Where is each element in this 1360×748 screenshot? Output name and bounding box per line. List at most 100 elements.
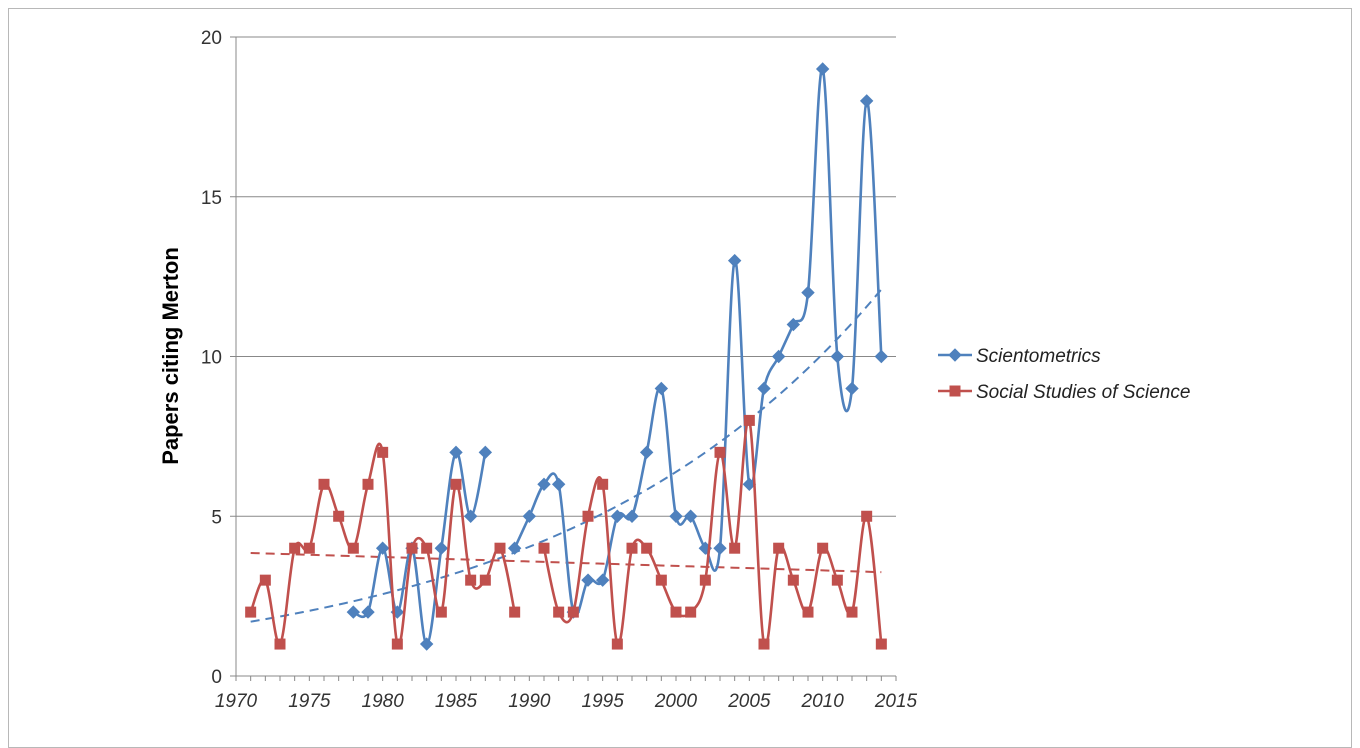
legend-marker xyxy=(948,348,962,362)
social-studies-of-science-point xyxy=(729,542,741,554)
scientometrics-line xyxy=(352,451,487,646)
scientometrics-point xyxy=(537,477,551,492)
social-studies-of-science-series xyxy=(245,414,887,650)
scientometrics-point xyxy=(830,349,845,364)
social-studies-of-science-point xyxy=(347,542,359,554)
scientometrics-point xyxy=(786,317,801,332)
social-studies-of-science-point xyxy=(450,478,462,490)
scientometrics-point xyxy=(859,94,874,108)
scientometrics-point xyxy=(434,541,449,555)
social-studies-of-science-point xyxy=(406,542,418,554)
scientometrics-point xyxy=(478,445,493,460)
scientometrics-point xyxy=(713,541,727,555)
social-studies-of-science-point xyxy=(817,542,829,554)
legend-item-scientometrics: Scientometrics xyxy=(938,346,1101,367)
scientometrics-point xyxy=(874,349,889,364)
x-tick-label: 2015 xyxy=(874,691,918,712)
social-studies-of-science-point xyxy=(421,542,433,554)
scientometrics-point xyxy=(346,605,361,619)
scientometrics-point xyxy=(522,509,537,523)
social-studies-of-science-point xyxy=(655,574,667,586)
scientometrics-point xyxy=(815,62,830,76)
scientometrics-trendline xyxy=(250,288,883,623)
social-studies-of-science-point xyxy=(479,574,491,586)
social-studies-of-science-point xyxy=(303,542,315,554)
social-studies-of-science-point xyxy=(567,606,579,618)
social-studies-of-science-point xyxy=(289,542,301,554)
x-tick-label: 1980 xyxy=(362,691,405,712)
social-studies-of-science-point xyxy=(802,606,814,618)
social-studies-of-science-point xyxy=(875,638,887,650)
social-studies-of-science-point xyxy=(465,574,477,586)
social-studies-of-science-point xyxy=(743,414,755,426)
scientometrics-point xyxy=(625,509,639,523)
social-studies-of-science-point xyxy=(670,606,682,618)
social-studies-of-science-point xyxy=(509,606,521,618)
social-studies-of-science-point xyxy=(538,542,550,554)
scientometrics-point xyxy=(801,285,815,300)
scientometrics-point xyxy=(757,381,771,396)
x-tick-label: 1970 xyxy=(215,691,258,712)
y-tick-labels: 0 5 10 15 20 xyxy=(201,28,222,688)
scientometrics-point xyxy=(683,509,698,523)
social-studies-of-science-point xyxy=(699,574,711,586)
legend-label: Social Studies of Science xyxy=(976,382,1190,403)
scientometrics-point xyxy=(727,253,742,268)
social-studies-of-science-point xyxy=(391,638,403,650)
social-studies-of-science-point xyxy=(259,574,271,586)
series xyxy=(245,62,889,651)
social-studies-of-science-point xyxy=(362,478,374,490)
scientometrics-line xyxy=(513,67,883,617)
social-studies-of-science-point xyxy=(611,638,623,650)
social-studies-of-science-point xyxy=(831,574,843,586)
scientometrics-point xyxy=(463,509,478,523)
social-studies-of-science-line xyxy=(542,418,883,649)
scientometrics-point xyxy=(581,573,595,587)
social-studies-of-science-point xyxy=(714,446,726,458)
y-tick-label: 10 xyxy=(201,348,222,369)
social-studies-of-science-point xyxy=(685,606,697,618)
social-studies-of-science-point xyxy=(245,606,257,618)
scientometrics-point xyxy=(507,541,522,555)
scientometrics-point xyxy=(610,509,625,523)
gridlines xyxy=(236,36,896,517)
scientometrics-point xyxy=(361,605,375,619)
social-studies-of-science-point xyxy=(274,638,286,650)
social-studies-of-science-point xyxy=(333,510,345,522)
scientometrics-point xyxy=(654,381,669,396)
scientometrics-point xyxy=(375,541,390,555)
legend: Scientometrics Social Studies of Science xyxy=(938,346,1190,403)
scientometrics-point xyxy=(449,445,463,460)
y-tick-label: 0 xyxy=(211,667,222,688)
social-studies-of-science-point xyxy=(787,574,799,586)
legend-label: Scientometrics xyxy=(976,346,1101,367)
chart-frame xyxy=(8,8,1352,748)
social-studies-of-science-point xyxy=(582,510,594,522)
axes xyxy=(230,36,897,681)
y-axis-title: Papers citing Merton xyxy=(158,247,183,465)
x-tick-label: 2000 xyxy=(654,691,698,712)
social-studies-of-science-point xyxy=(773,542,785,554)
y-tick-label: 20 xyxy=(201,28,222,49)
social-studies-of-science-point xyxy=(377,446,389,458)
x-tick-label: 2005 xyxy=(727,691,771,712)
social-studies-of-science-point xyxy=(435,606,447,618)
legend-marker xyxy=(949,385,961,397)
social-studies-of-science-point xyxy=(626,542,638,554)
social-studies-of-science-point xyxy=(597,478,609,490)
scientometrics-point xyxy=(669,509,683,523)
social-studies-of-science-point xyxy=(758,638,770,650)
y-tick-label: 15 xyxy=(201,188,222,209)
line-chart: 0 5 10 15 20 1970 1975 1980 1985 1990 1995 2000 200… xyxy=(158,28,1190,712)
y-tick-label: 5 xyxy=(211,507,222,528)
legend-item-social-studies-of-science: Social Studies of Science xyxy=(938,382,1190,403)
scientometrics-point xyxy=(845,381,859,396)
x-tick-label: 1995 xyxy=(582,691,625,712)
x-tick-label: 1990 xyxy=(508,691,551,712)
social-studies-of-science-point xyxy=(494,542,506,554)
social-studies-of-science-point xyxy=(846,606,858,618)
social-studies-of-science-point xyxy=(553,606,565,618)
scientometrics-point xyxy=(551,477,566,492)
x-tick-label: 1985 xyxy=(435,691,478,712)
scientometrics-point xyxy=(595,573,610,587)
